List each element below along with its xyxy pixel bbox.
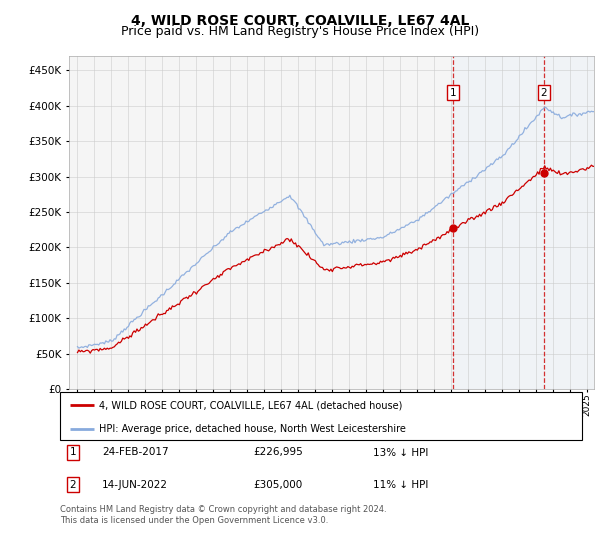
Text: 24-FEB-2017: 24-FEB-2017 xyxy=(102,447,169,458)
Text: HPI: Average price, detached house, North West Leicestershire: HPI: Average price, detached house, Nort… xyxy=(99,424,406,434)
Text: 4, WILD ROSE COURT, COALVILLE, LE67 4AL: 4, WILD ROSE COURT, COALVILLE, LE67 4AL xyxy=(131,14,469,28)
Text: Price paid vs. HM Land Registry's House Price Index (HPI): Price paid vs. HM Land Registry's House … xyxy=(121,25,479,38)
Bar xyxy=(454,56,600,389)
Text: 4, WILD ROSE COURT, COALVILLE, LE67 4AL (detached house): 4, WILD ROSE COURT, COALVILLE, LE67 4AL … xyxy=(99,400,403,410)
FancyBboxPatch shape xyxy=(60,392,582,440)
Text: 14-JUN-2022: 14-JUN-2022 xyxy=(102,480,168,489)
Text: 1: 1 xyxy=(70,447,76,458)
Text: 2: 2 xyxy=(541,88,547,97)
Text: £226,995: £226,995 xyxy=(253,447,303,458)
Text: Contains HM Land Registry data © Crown copyright and database right 2024.
This d: Contains HM Land Registry data © Crown c… xyxy=(60,505,386,525)
Text: 2: 2 xyxy=(70,480,76,489)
Text: 1: 1 xyxy=(450,88,457,97)
Text: 13% ↓ HPI: 13% ↓ HPI xyxy=(373,447,428,458)
Text: £305,000: £305,000 xyxy=(253,480,302,489)
Text: 11% ↓ HPI: 11% ↓ HPI xyxy=(373,480,428,489)
